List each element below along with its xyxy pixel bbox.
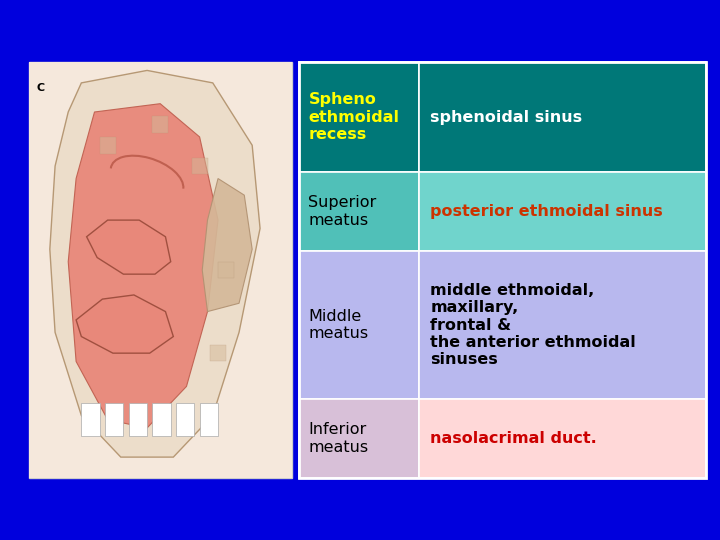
- FancyBboxPatch shape: [299, 399, 419, 478]
- Polygon shape: [68, 104, 218, 428]
- FancyBboxPatch shape: [299, 251, 419, 399]
- Polygon shape: [76, 295, 174, 353]
- Polygon shape: [153, 403, 171, 436]
- Polygon shape: [86, 220, 171, 274]
- Text: middle ethmoidal,
maxillary,
frontal &
the anterior ethmoidal
sinuses: middle ethmoidal, maxillary, frontal & t…: [431, 283, 636, 367]
- Text: posterior ethmoidal sinus: posterior ethmoidal sinus: [431, 204, 663, 219]
- FancyBboxPatch shape: [419, 251, 706, 399]
- Text: nasolacrimal duct.: nasolacrimal duct.: [431, 431, 597, 446]
- Polygon shape: [218, 262, 234, 278]
- Polygon shape: [202, 179, 252, 312]
- Text: Inferior
meatus: Inferior meatus: [308, 422, 369, 455]
- FancyBboxPatch shape: [299, 172, 419, 251]
- Text: Superior
meatus: Superior meatus: [308, 195, 377, 228]
- Polygon shape: [100, 137, 115, 153]
- FancyBboxPatch shape: [299, 62, 419, 172]
- Polygon shape: [199, 403, 218, 436]
- Polygon shape: [50, 70, 260, 457]
- Polygon shape: [81, 403, 100, 436]
- Polygon shape: [129, 403, 147, 436]
- FancyBboxPatch shape: [419, 62, 706, 172]
- Text: sphenoidal sinus: sphenoidal sinus: [431, 110, 582, 125]
- Polygon shape: [105, 403, 123, 436]
- Text: C: C: [37, 83, 45, 93]
- FancyBboxPatch shape: [419, 399, 706, 478]
- Text: Spheno
ethmoidal
recess: Spheno ethmoidal recess: [308, 92, 400, 142]
- FancyBboxPatch shape: [419, 172, 706, 251]
- Polygon shape: [176, 403, 194, 436]
- Polygon shape: [153, 116, 168, 133]
- Polygon shape: [29, 62, 292, 478]
- Polygon shape: [192, 158, 207, 174]
- FancyBboxPatch shape: [29, 62, 292, 478]
- Text: Middle
meatus: Middle meatus: [308, 309, 369, 341]
- Polygon shape: [210, 345, 226, 361]
